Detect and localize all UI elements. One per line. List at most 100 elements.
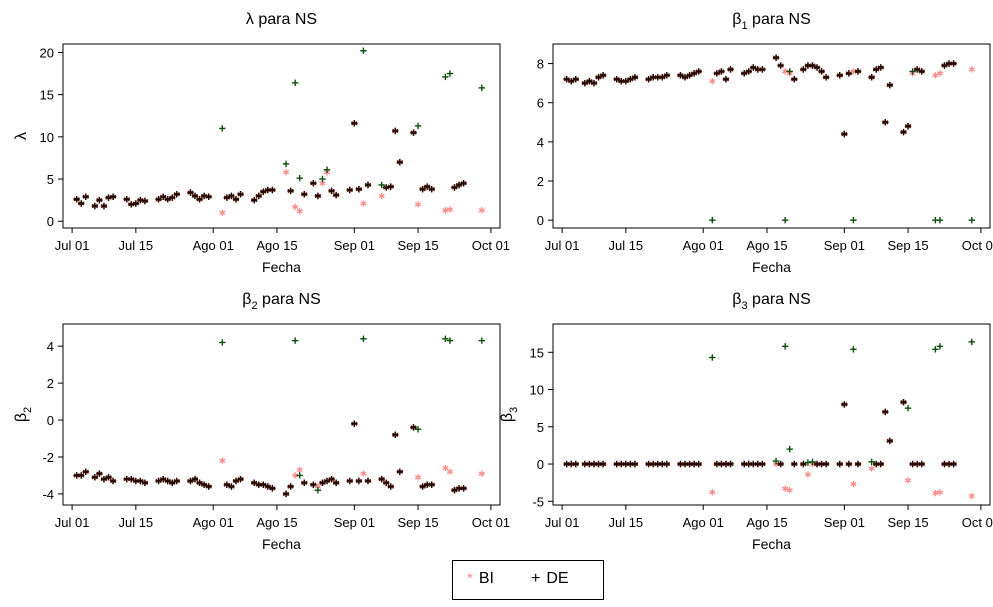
legend-label-de: DE [546, 570, 569, 587]
point-de [250, 479, 258, 487]
point-bi [478, 207, 485, 214]
y-tick-label: -5 [532, 494, 544, 509]
y-tick-label: 4 [537, 135, 544, 150]
point-de [809, 62, 816, 69]
point-bi [282, 169, 290, 176]
point-de [740, 70, 748, 77]
y-tick-label: 8 [537, 57, 544, 72]
panel-title: β3 para NS [732, 291, 810, 312]
point-de [750, 64, 757, 71]
point-de [105, 194, 112, 201]
panel-3: β2 para NS Jul 01 Jul 15 Ago 01 Ago 15 Sep 01… [13, 291, 510, 552]
panel-title: β1 para NS [732, 11, 810, 32]
point-de [82, 468, 89, 475]
point-bi [378, 192, 385, 200]
points [563, 338, 975, 500]
point-de [332, 191, 340, 199]
point-de [428, 185, 435, 193]
point-de [396, 158, 404, 166]
point-de [428, 481, 435, 488]
panel-2: β1 para NS Jul 01 Jul 15 Ago 01 Ago 15 Sep 01… [537, 11, 993, 275]
point-de [205, 193, 212, 200]
point-de [572, 460, 579, 468]
point-de [841, 401, 848, 408]
point-de [936, 216, 944, 224]
point-de [378, 475, 385, 483]
y-tick-label: 5 [47, 172, 54, 187]
point-de [155, 196, 162, 203]
point-de [196, 479, 203, 487]
y-tick-label: 20 [40, 45, 54, 60]
y-tick-label: 10 [530, 383, 544, 398]
point-bi [296, 466, 303, 474]
point-de [378, 181, 385, 189]
point-bi [709, 489, 716, 496]
point-de [663, 72, 671, 79]
x-axis-label: Fecha [752, 536, 791, 552]
x-tick-label: Ago 15 [256, 238, 297, 253]
panel-4: β3 para NS Jul 01 Jul 15 Ago 01 Ago 15 Sep 01… [499, 291, 993, 552]
point-de [900, 399, 907, 406]
point-de [709, 354, 716, 361]
point-de [382, 184, 390, 191]
y-tick-label: 2 [47, 376, 54, 391]
y-axis-label: λ [13, 132, 30, 140]
point-de [219, 339, 226, 346]
point-de [387, 483, 394, 490]
point-de [841, 130, 848, 138]
point-de [169, 194, 176, 201]
point-de [877, 460, 884, 468]
point-de [328, 475, 335, 483]
point-de [200, 481, 208, 488]
point-de [109, 477, 117, 485]
point-de [314, 192, 322, 200]
point-de [804, 459, 812, 466]
point-de [100, 202, 108, 210]
point-de [100, 475, 108, 483]
point-de [346, 186, 353, 194]
x-tick-label: Sep 15 [887, 238, 928, 253]
point-de [777, 460, 784, 468]
point-de [882, 119, 889, 126]
point-de [631, 74, 639, 81]
point-de [686, 72, 693, 79]
point-de [123, 196, 130, 203]
point-de [791, 460, 798, 468]
point-de [287, 187, 294, 195]
point-de [677, 72, 684, 79]
point-de [132, 200, 140, 207]
x-tick-label: Oct 01 [472, 238, 510, 253]
point-bi [446, 468, 454, 475]
point-de [191, 475, 199, 483]
point-de [205, 483, 212, 490]
point-de [886, 81, 894, 89]
point-de [631, 460, 639, 468]
point-bi [868, 465, 875, 472]
point-de [314, 487, 322, 494]
point-de [228, 483, 235, 490]
point-de [836, 460, 843, 468]
x-tick-label: Oct 01 [962, 238, 993, 253]
y-tick-label: 2 [537, 174, 544, 189]
point-de [237, 475, 244, 483]
point-bi [360, 470, 367, 477]
point-de [800, 66, 807, 73]
points [73, 47, 485, 217]
point-de [581, 79, 589, 87]
point-de [82, 193, 89, 200]
point-de [328, 187, 335, 195]
point-de [250, 196, 258, 204]
point-de [932, 346, 939, 353]
point-de [232, 196, 240, 203]
point-de [872, 66, 880, 73]
point-de [291, 79, 299, 87]
plot-frame [62, 323, 501, 506]
point-de [772, 54, 780, 61]
point-de [590, 79, 598, 87]
point-bi [904, 477, 912, 484]
x-tick-label: Sep 15 [887, 515, 928, 530]
point-de [777, 62, 784, 69]
point-de [904, 404, 912, 412]
point-de [296, 175, 303, 182]
point-de [478, 84, 485, 92]
